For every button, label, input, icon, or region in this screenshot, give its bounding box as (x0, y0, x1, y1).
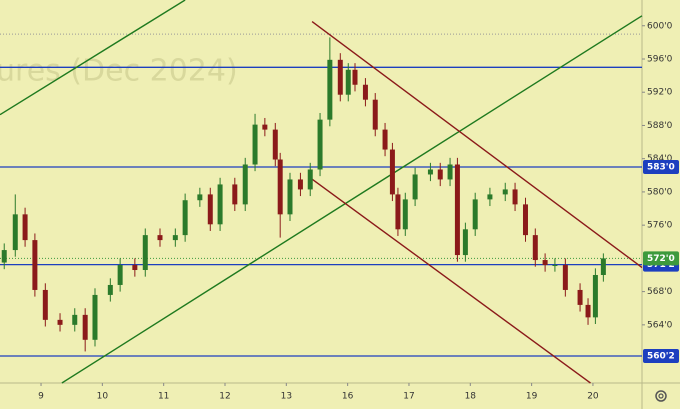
candle-body (512, 189, 518, 205)
x-tick-label: 20 (587, 392, 599, 402)
candle-body (72, 314, 78, 325)
candle-body (542, 260, 548, 266)
candle-body (272, 129, 278, 160)
x-tick-label: 19 (526, 392, 538, 402)
candle-body (454, 164, 460, 256)
price-label-box (643, 251, 679, 266)
candle-body (437, 169, 443, 180)
y-tick-label: 600'0 (647, 21, 673, 31)
candle-body (362, 84, 368, 100)
candle-body (352, 69, 358, 85)
candle-body (462, 229, 468, 256)
candle-body (157, 235, 163, 241)
candle-body (522, 204, 528, 236)
trendline (61, 15, 643, 384)
candle-body (402, 199, 408, 230)
candle-body (277, 159, 283, 215)
x-tick-label: 12 (219, 392, 230, 402)
price-label: 572'0 (647, 254, 675, 264)
trendline (0, 0, 186, 116)
candle-body (92, 294, 98, 340)
candle-body (412, 174, 418, 200)
candle-body (197, 194, 203, 201)
candle-body (577, 289, 583, 305)
candle-body (562, 265, 568, 290)
candle-body (1, 250, 7, 263)
candle-body (252, 124, 258, 165)
candle-body (552, 265, 558, 267)
candle-body (345, 69, 351, 95)
candle-body (132, 265, 138, 271)
candle-body (82, 314, 88, 340)
candle-body (372, 99, 378, 130)
candle-body (287, 179, 293, 215)
candle-body (317, 119, 323, 170)
settings-icon[interactable] (655, 390, 667, 402)
candle-body (22, 214, 28, 241)
x-tick-label: 16 (342, 392, 354, 402)
candle-body (182, 200, 188, 236)
candle-body (382, 129, 388, 150)
candle-body (600, 258, 606, 275)
candle-body (242, 164, 248, 205)
candle-body (487, 194, 493, 200)
watermark: ures (Dec 2024) (0, 54, 238, 89)
candle-body (32, 240, 38, 290)
candle-body (585, 304, 591, 318)
plot-background (0, 0, 642, 383)
candle-body (592, 274, 598, 318)
trendline (311, 21, 643, 269)
x-tick-label: 13 (281, 392, 292, 402)
candle-body (297, 179, 303, 190)
time-axis (0, 383, 642, 409)
y-tick-label: 584'0 (647, 154, 673, 164)
y-tick-label: 588'0 (647, 121, 673, 131)
candle-body (172, 235, 178, 241)
candle-body (389, 149, 395, 195)
price-label-box (643, 159, 679, 174)
candle-body (207, 194, 213, 225)
y-tick-label: 568'0 (647, 287, 673, 297)
candle-body (502, 189, 508, 195)
x-tick-label: 10 (97, 392, 109, 402)
candle-body (42, 289, 48, 320)
trendline (309, 177, 591, 384)
candle-body (395, 194, 401, 230)
x-tick-label: 17 (403, 392, 414, 402)
candle-body (472, 199, 478, 230)
candle-body (232, 184, 238, 205)
candle-body (117, 265, 123, 285)
candle-body (262, 124, 268, 130)
y-tick-label: 580'0 (647, 187, 673, 197)
candle-body (107, 284, 113, 295)
price-label: 560'2 (647, 351, 675, 361)
candle-body (307, 169, 313, 190)
y-tick-label: 596'0 (647, 54, 673, 64)
candle-body (532, 235, 538, 261)
candle-body (57, 319, 63, 325)
price-label-box (643, 348, 679, 363)
candle-body (12, 214, 18, 251)
candle-body (217, 184, 223, 225)
candle-body (337, 59, 343, 95)
candle-body (447, 164, 453, 180)
candle-body (427, 169, 433, 175)
y-tick-label: 576'0 (647, 221, 673, 231)
x-tick-label: 18 (465, 392, 477, 402)
y-tick-label: 592'0 (647, 88, 673, 98)
candle-body (142, 235, 148, 271)
price-axis (642, 0, 680, 409)
x-tick-label: 9 (38, 392, 44, 402)
x-tick-label: 11 (158, 392, 169, 402)
y-tick-label: 564'0 (647, 320, 673, 330)
candle-body (327, 59, 333, 120)
price-label: 583'0 (647, 162, 675, 172)
